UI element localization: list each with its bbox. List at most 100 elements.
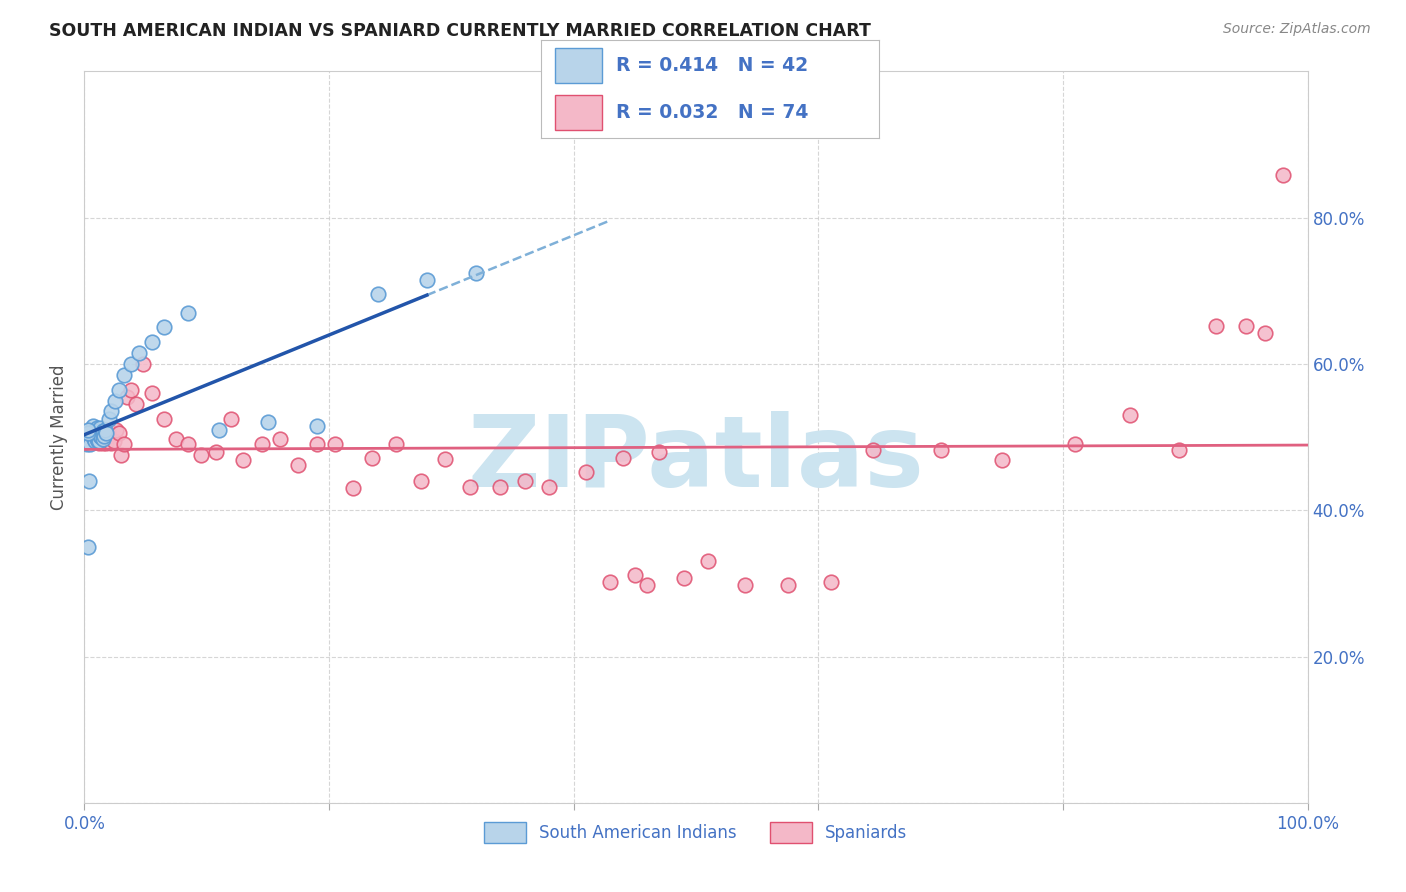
Point [115, 390, 138, 404]
Point [77, 474, 100, 488]
Y-axis label: Currently Married: Currently Married [51, 364, 69, 510]
Point [929, 443, 952, 458]
Point [612, 450, 634, 465]
Point [112, 368, 135, 382]
Point [120, 357, 142, 371]
Point [165, 432, 187, 446]
Point [89, 423, 111, 437]
Bar [555, 95, 602, 130]
Point [94, 423, 117, 437]
Point [105, 423, 128, 437]
Point [91, 432, 114, 446]
Point [489, 480, 512, 494]
Point [141, 334, 163, 349]
Point [513, 474, 536, 488]
Point [1236, 318, 1258, 333]
Point [112, 437, 135, 451]
Point [862, 443, 884, 458]
Point [96, 436, 118, 450]
Point [624, 567, 647, 582]
Point [79, 432, 101, 446]
Point [177, 306, 200, 320]
Point [385, 437, 408, 451]
Legend: South American Indians, Spaniards: South American Indians, Spaniards [478, 815, 914, 849]
Point [1205, 318, 1227, 333]
Point [107, 383, 129, 397]
Point [434, 452, 457, 467]
Point [190, 448, 212, 462]
Point [205, 444, 228, 458]
Point [84, 423, 107, 437]
Point [305, 437, 328, 451]
Point [79, 437, 101, 451]
Point [104, 393, 127, 408]
Point [219, 412, 242, 426]
Point [83, 424, 105, 438]
Text: R = 0.414   N = 42: R = 0.414 N = 42 [616, 56, 807, 75]
Point [87, 424, 110, 438]
Point [89, 432, 111, 446]
Point [83, 434, 105, 448]
Point [96, 426, 118, 441]
Point [87, 426, 110, 441]
Point [89, 421, 111, 435]
Point [97, 428, 120, 442]
Text: Source: ZipAtlas.com: Source: ZipAtlas.com [1223, 22, 1371, 37]
Point [177, 437, 200, 451]
Point [86, 432, 108, 446]
Point [287, 458, 309, 472]
Point [84, 423, 107, 437]
Point [1168, 443, 1191, 458]
Point [734, 578, 756, 592]
Point [120, 383, 142, 397]
Point [575, 465, 598, 479]
Point [141, 386, 163, 401]
Point [83, 432, 105, 446]
Point [464, 266, 486, 280]
Point [128, 346, 150, 360]
Point [232, 453, 254, 467]
Point [153, 320, 176, 334]
Point [97, 412, 120, 426]
Point [153, 412, 176, 426]
Point [208, 423, 231, 437]
Point [1254, 326, 1277, 341]
Point [93, 428, 115, 442]
Point [342, 481, 364, 495]
Point [90, 430, 112, 444]
Bar [555, 48, 602, 83]
Point [305, 419, 328, 434]
Point [87, 434, 110, 448]
Text: ZIPatlas: ZIPatlas [468, 410, 924, 508]
Point [250, 437, 273, 451]
Point [648, 444, 671, 458]
Point [89, 428, 111, 442]
Point [82, 423, 104, 437]
Point [697, 554, 720, 568]
Point [87, 428, 110, 442]
Point [76, 437, 98, 451]
Point [91, 424, 114, 438]
Point [91, 423, 114, 437]
Point [86, 421, 108, 435]
Point [367, 287, 389, 301]
Text: R = 0.032   N = 74: R = 0.032 N = 74 [616, 103, 808, 122]
Point [82, 419, 104, 434]
Point [991, 453, 1014, 467]
Point [100, 404, 122, 418]
Point [77, 426, 100, 441]
Point [100, 436, 122, 450]
Point [132, 357, 155, 371]
Text: SOUTH AMERICAN INDIAN VS SPANIARD CURRENTLY MARRIED CORRELATION CHART: SOUTH AMERICAN INDIAN VS SPANIARD CURREN… [49, 22, 872, 40]
Point [257, 416, 280, 430]
Point [409, 474, 432, 488]
Point [1272, 168, 1295, 182]
Point [360, 450, 382, 465]
Point [93, 428, 115, 442]
Point [458, 480, 481, 494]
Point [269, 432, 291, 446]
Point [103, 434, 125, 448]
Point [125, 397, 148, 411]
Point [820, 574, 842, 589]
Point [91, 436, 114, 450]
